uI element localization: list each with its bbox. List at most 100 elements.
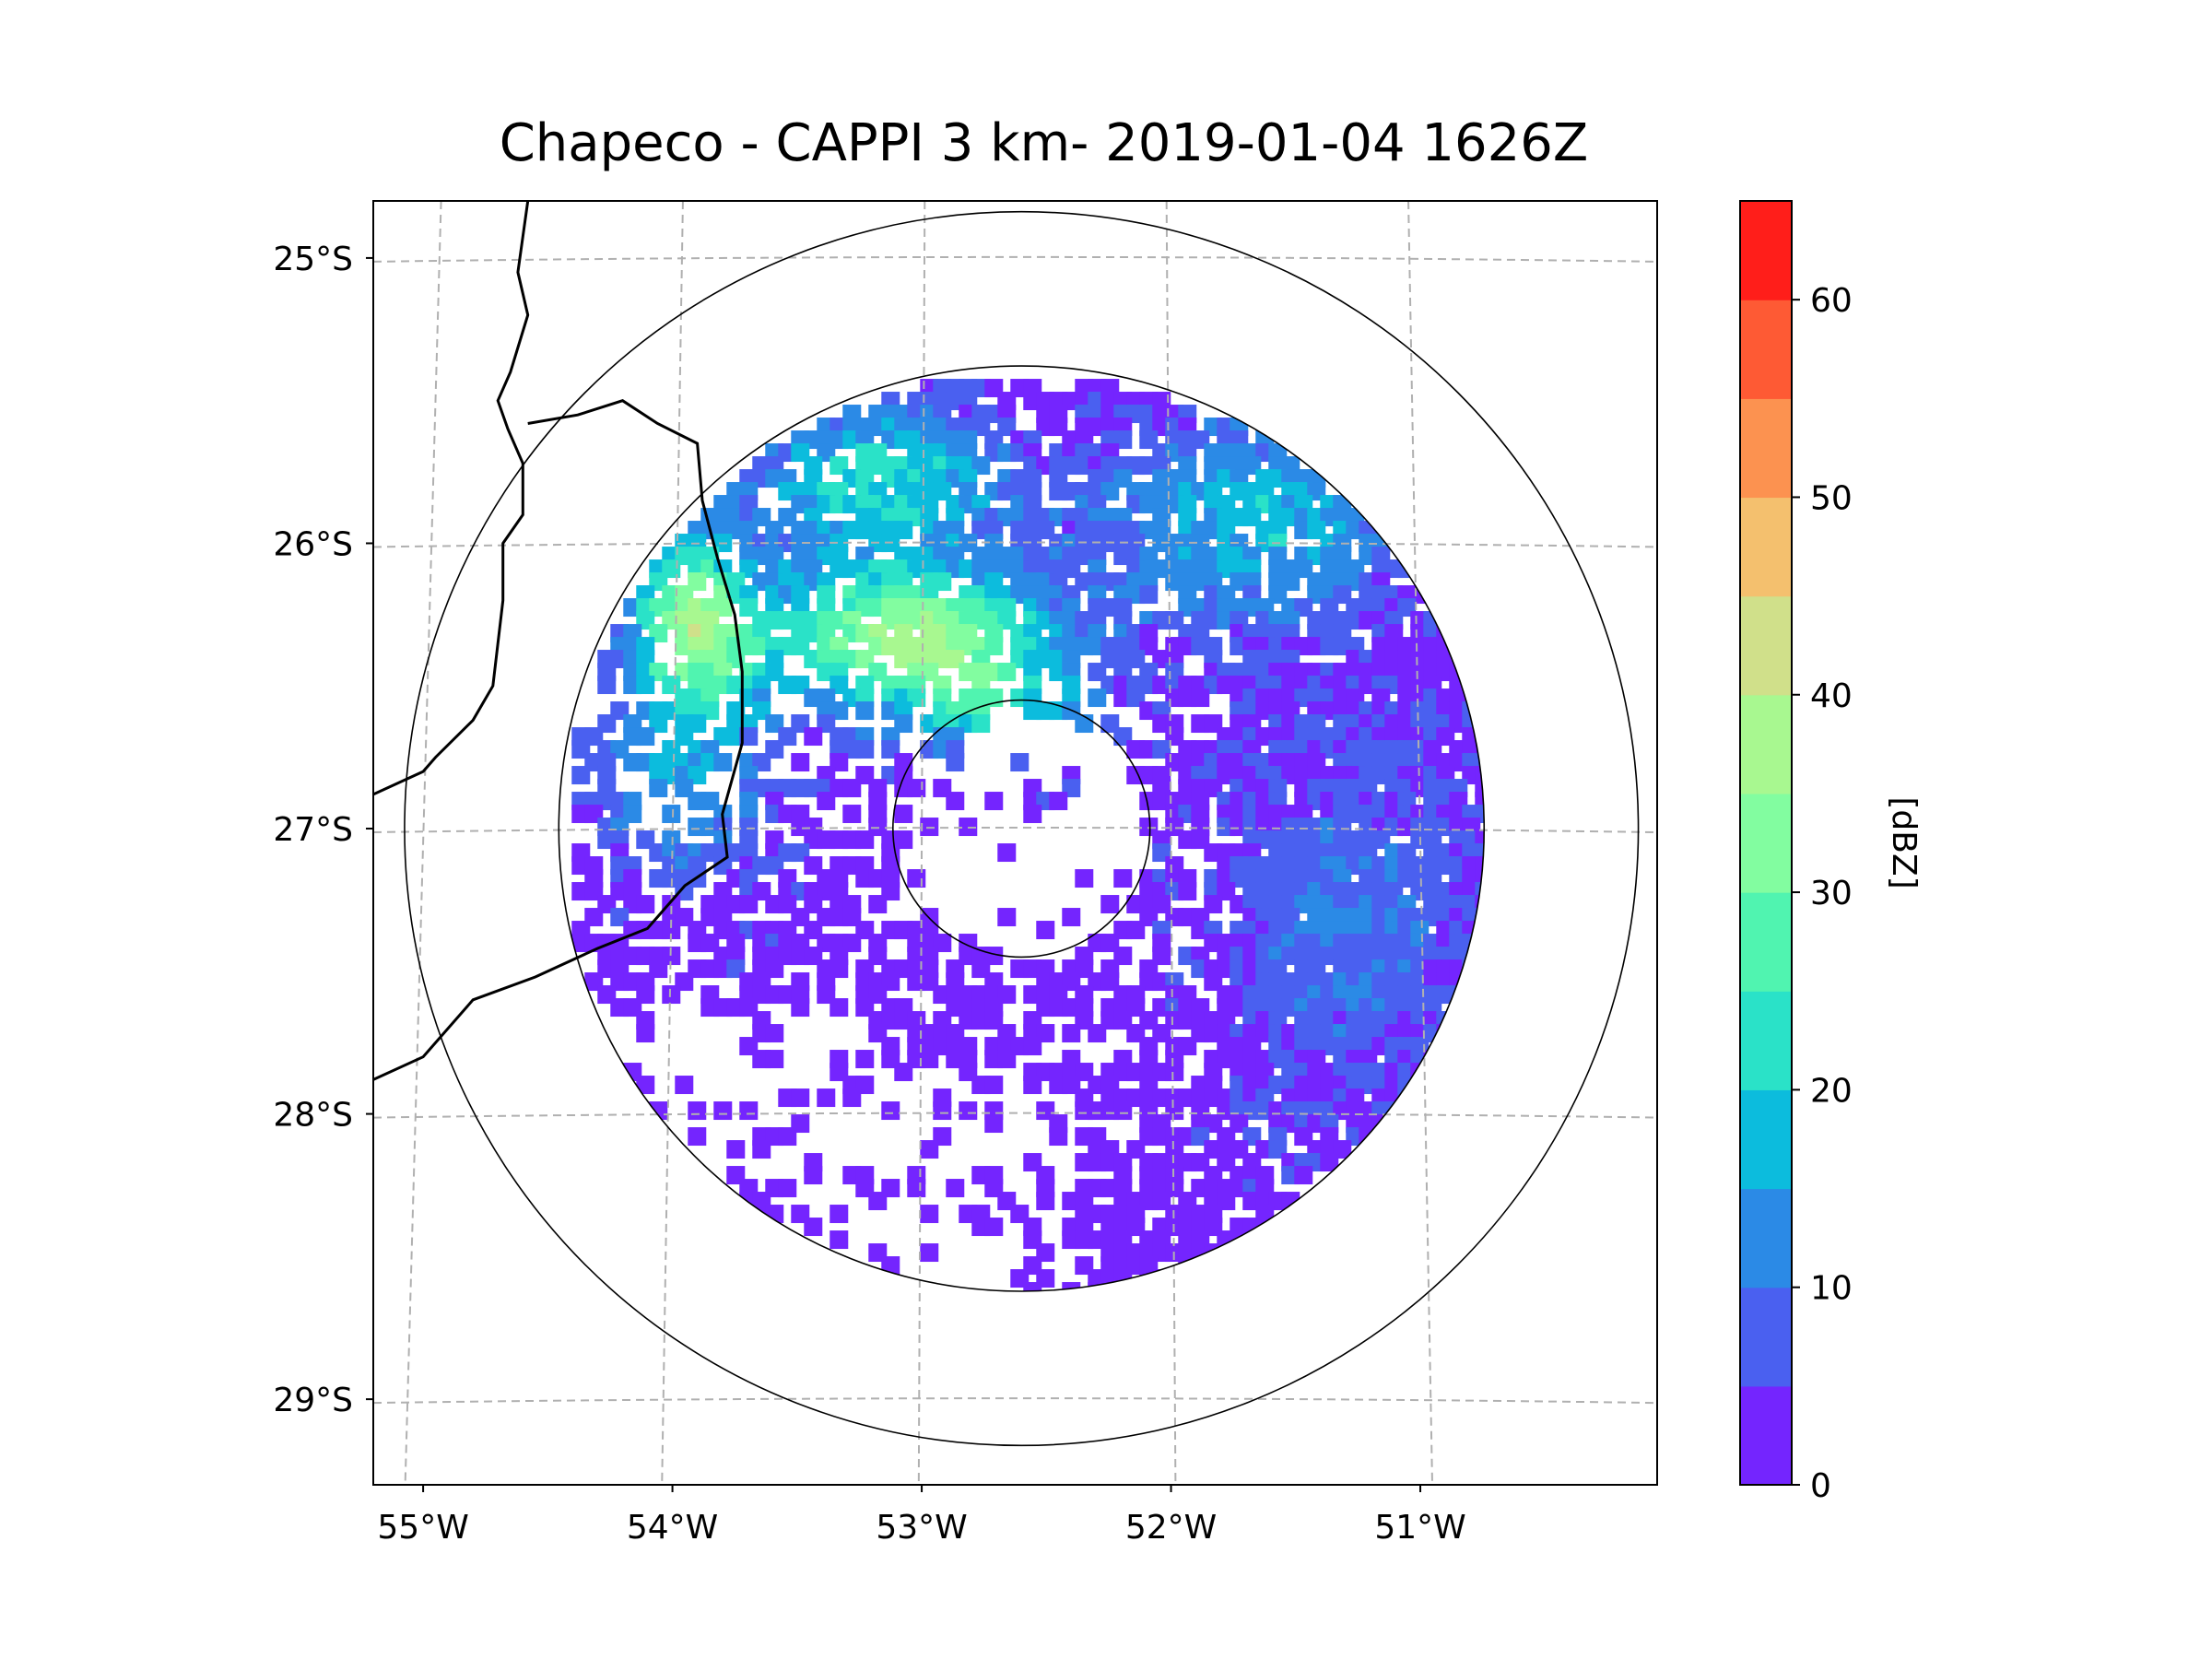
echo-cell	[1113, 869, 1133, 888]
lat-tick-label: 28°S	[273, 1097, 353, 1135]
echo-cell	[855, 701, 875, 721]
echo-cell	[636, 727, 655, 747]
echo-cell	[713, 1101, 733, 1121]
lon-tick-label: 54°W	[627, 1509, 718, 1547]
colorbar-segment	[1740, 595, 1792, 696]
echo-cell	[571, 766, 591, 785]
echo-cell	[1475, 869, 1485, 888]
echo-cell	[842, 805, 862, 824]
echo-cell	[830, 998, 849, 1018]
echo-cell	[765, 1024, 784, 1043]
echo-cell	[791, 753, 810, 772]
echo-cell	[1475, 766, 1485, 785]
echo-cell	[1475, 830, 1485, 850]
range-rings	[404, 210, 1640, 1447]
echo-cell	[933, 1101, 952, 1121]
colorbar-segment	[1740, 1385, 1792, 1486]
colorbar-segment	[1740, 991, 1792, 1090]
reflectivity-field	[571, 379, 1485, 1292]
graticule	[373, 201, 1657, 1485]
echo-cell	[946, 1179, 965, 1198]
echo-cell	[1113, 1101, 1133, 1121]
echo-cell	[946, 753, 965, 772]
echo-cell	[688, 1101, 707, 1121]
border-line	[373, 201, 530, 796]
echo-cell	[1371, 1114, 1391, 1134]
echo-cell	[1023, 1037, 1042, 1056]
echo-cell	[984, 1114, 1004, 1134]
colorbar-segment	[1740, 1188, 1792, 1288]
echo-cell	[1088, 688, 1107, 708]
echo-cell	[1049, 792, 1068, 811]
echo-cell	[1023, 1076, 1042, 1095]
echo-cell	[997, 663, 1017, 682]
lat-tick-label: 29°S	[273, 1382, 353, 1419]
map-frame	[372, 200, 1658, 1486]
colorbar-tick-label: 30	[1810, 875, 1853, 912]
echo-cell	[597, 676, 617, 695]
echo-cell	[920, 1140, 939, 1159]
echo-cell	[842, 779, 862, 798]
echo-cell	[791, 1088, 810, 1108]
echo-cell	[1384, 1114, 1404, 1134]
echo-cell	[1191, 1256, 1210, 1276]
parallel-line	[373, 1397, 1657, 1405]
echo-cell	[1023, 1282, 1042, 1292]
colorbar-segment	[1740, 1089, 1792, 1190]
lon-tick-label: 53°W	[876, 1509, 967, 1547]
echo-cell	[739, 1101, 759, 1121]
echo-cell	[868, 895, 888, 914]
lon-tick-label: 55°W	[377, 1509, 468, 1547]
echo-cell	[1397, 1088, 1417, 1108]
echo-cell	[1139, 585, 1159, 605]
colorbar-segment	[1740, 793, 1792, 893]
colorbar-label: [dBZ]	[1885, 796, 1923, 888]
colorbar-segment	[1740, 1287, 1792, 1387]
echo-cell	[791, 998, 810, 1018]
echo-cell	[1100, 1282, 1120, 1292]
echo-cell	[1023, 805, 1042, 824]
echo-cell	[1178, 1256, 1197, 1276]
echo-cell	[662, 921, 681, 940]
echo-cell	[1191, 688, 1210, 708]
lat-tick-label: 26°S	[273, 525, 353, 563]
echo-cell	[1475, 908, 1485, 927]
echo-cell	[1062, 1282, 1081, 1292]
axis-tick-labels: 55°W 54°W 53°W 52°W 51°W 25°S 26°S 27°S 28°S 29°S	[273, 241, 1465, 1547]
colorbar-segment	[1740, 201, 1792, 300]
echo-cell	[662, 985, 681, 1005]
echo-cell	[997, 1050, 1017, 1069]
echo-cell	[1178, 882, 1197, 901]
echo-cell	[1475, 843, 1485, 863]
meridian-line	[1165, 201, 1177, 1485]
parallel-line	[373, 255, 1657, 263]
echo-cell	[804, 1166, 823, 1185]
colorbar-frame	[1739, 200, 1793, 1486]
lat-tick-label: 25°S	[273, 241, 353, 278]
echo-cell	[1475, 805, 1485, 824]
echo-cell	[778, 1127, 797, 1147]
echo-cell	[855, 830, 875, 850]
colorbar: 0 10 20 30 40 50 60 [dBZ]	[1739, 200, 1923, 1505]
echo-cell	[894, 1063, 913, 1082]
echo-cell	[920, 1050, 939, 1069]
echo-cell	[855, 1050, 875, 1069]
echo-cell	[649, 779, 668, 798]
echo-cell	[842, 1088, 862, 1108]
echo-cell	[636, 1076, 655, 1095]
echo-cell	[894, 805, 913, 824]
echo-cell	[920, 1205, 939, 1224]
echo-cell	[830, 1230, 849, 1250]
lat-tick-label: 27°S	[273, 811, 353, 849]
echo-cell	[1307, 1192, 1326, 1211]
echo-cell	[1449, 998, 1468, 1018]
meridian-line	[404, 201, 442, 1485]
colorbar-segment	[1740, 300, 1792, 399]
echo-cell	[675, 1076, 694, 1095]
echo-cell	[649, 1101, 668, 1121]
echo-cell	[868, 1192, 888, 1211]
colorbar-tick-label: 40	[1810, 677, 1853, 715]
echo-cell	[1036, 1192, 1055, 1211]
echo-cell	[959, 1101, 978, 1121]
